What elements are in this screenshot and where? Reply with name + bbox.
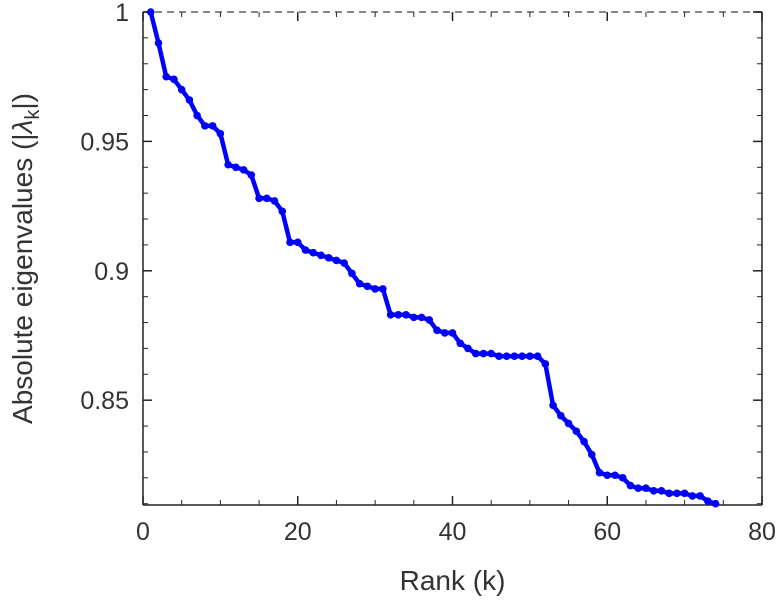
data-point <box>657 486 666 495</box>
data-point <box>355 279 364 288</box>
data-point <box>479 349 488 358</box>
data-point <box>162 72 171 81</box>
data-point <box>286 238 294 247</box>
x-tick-label: 60 <box>593 518 621 546</box>
data-point <box>471 349 480 358</box>
data-point <box>348 269 356 278</box>
y-tick-label: 1 <box>115 0 129 27</box>
data-point <box>502 352 511 360</box>
y-axis-label: Absolute eigenvalues (|λk|) <box>7 93 44 424</box>
data-point <box>324 254 333 262</box>
data-point <box>680 489 689 498</box>
data-point <box>448 329 457 337</box>
data-point <box>495 352 503 360</box>
x-tick-label: 20 <box>284 518 312 546</box>
data-point <box>208 122 217 130</box>
data-point <box>340 259 348 267</box>
data-point <box>410 313 418 322</box>
data-point <box>456 339 465 348</box>
data-point <box>673 489 681 498</box>
data-point <box>711 499 720 508</box>
data-point <box>239 166 248 174</box>
data-point <box>170 75 178 84</box>
data-point <box>580 437 588 446</box>
data-point <box>263 194 271 203</box>
x-tick-label: 0 <box>136 518 150 546</box>
data-point <box>154 39 163 47</box>
data-point <box>464 344 472 353</box>
data-point <box>278 207 287 216</box>
data-point <box>510 352 519 360</box>
data-point <box>665 489 673 498</box>
data-point <box>224 160 232 169</box>
data-point <box>642 484 650 492</box>
data-point <box>185 96 194 104</box>
data-point <box>618 474 627 482</box>
data-point <box>688 492 697 500</box>
data-point <box>433 326 441 335</box>
data-point <box>363 282 372 291</box>
data-point <box>487 349 495 358</box>
data-point <box>309 248 318 257</box>
data-point <box>564 419 573 428</box>
data-point <box>255 194 263 203</box>
y-tick-label: 0.95 <box>80 128 129 156</box>
data-point <box>270 197 279 205</box>
data-point <box>572 427 581 436</box>
y-tick-label: 0.9 <box>94 258 129 286</box>
data-point <box>549 401 557 410</box>
data-point <box>440 329 449 337</box>
data-point <box>595 468 604 477</box>
data-point <box>649 486 658 495</box>
y-tick-label: 0.85 <box>80 387 129 415</box>
data-point <box>557 411 565 420</box>
data-point <box>603 471 612 480</box>
data-point <box>518 352 526 360</box>
data-point <box>293 238 302 247</box>
data-point <box>386 310 395 319</box>
data-point <box>417 313 426 322</box>
data-point <box>696 492 704 500</box>
data-point <box>216 129 225 138</box>
data-point <box>402 310 410 319</box>
data-point <box>379 285 387 293</box>
data-point <box>193 111 201 120</box>
x-tick-label: 40 <box>439 518 467 546</box>
x-axis-label: Rank (k) <box>400 565 506 596</box>
data-point <box>425 316 434 324</box>
data-point <box>371 285 379 293</box>
data-point <box>526 352 534 360</box>
data-point <box>301 246 310 254</box>
data-point <box>704 497 712 505</box>
data-point <box>332 256 341 265</box>
x-tick-label: 80 <box>748 518 776 546</box>
data-point <box>611 471 619 480</box>
data-point <box>533 352 542 360</box>
data-point <box>201 122 209 130</box>
data-point <box>177 85 186 94</box>
data-point <box>634 484 642 492</box>
data-point <box>541 360 550 368</box>
data-point <box>317 251 325 260</box>
data-point <box>247 171 256 179</box>
series-line <box>148 11 717 506</box>
data-point <box>587 450 596 459</box>
data-point <box>146 8 155 16</box>
data-point <box>626 481 635 490</box>
data-point <box>394 310 403 319</box>
data-point <box>232 163 240 172</box>
